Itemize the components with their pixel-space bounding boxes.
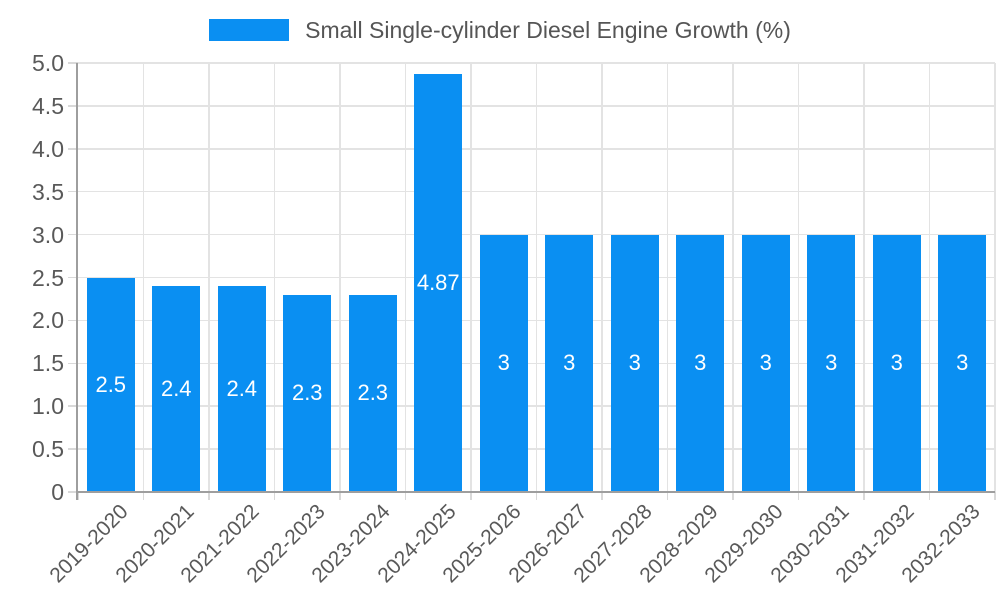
y-axis-label: 3.5 <box>32 178 64 205</box>
y-axis-label: 2.0 <box>32 307 64 334</box>
bar-value-label: 2.3 <box>291 380 323 406</box>
y-axis-label: 1.0 <box>32 393 64 420</box>
bar-value-label: 2.3 <box>357 380 389 406</box>
bar[interactable]: 4.87 <box>414 74 463 492</box>
x-gridline <box>339 63 341 492</box>
y-tick <box>68 105 78 107</box>
x-axis-line <box>76 491 995 493</box>
x-tick <box>77 492 79 500</box>
bar-value-label: 3 <box>956 350 969 376</box>
x-gridline <box>273 63 276 492</box>
chart-legend[interactable]: Small Single-cylinder Diesel Engine Grow… <box>0 16 1000 44</box>
y-tick <box>68 491 78 493</box>
x-tick <box>666 492 669 500</box>
y-axis-line <box>76 63 78 500</box>
bar[interactable]: 2.3 <box>283 294 332 492</box>
x-gridline <box>797 63 800 492</box>
x-tick <box>535 492 538 500</box>
y-tick <box>68 405 78 407</box>
y-tick <box>68 276 78 279</box>
x-gridline <box>994 63 996 492</box>
y-axis-label: 0 <box>51 479 64 505</box>
y-axis-label: 2.5 <box>32 264 64 291</box>
x-tick <box>863 492 865 500</box>
y-axis-label: 5.0 <box>32 50 64 76</box>
bar-value-label: 3 <box>497 350 510 376</box>
y-tick <box>68 148 78 150</box>
y-tick <box>68 448 78 450</box>
bar[interactable]: 2.4 <box>152 286 201 492</box>
bar[interactable]: 3 <box>545 234 594 492</box>
y-axis-label: 3.0 <box>32 221 64 248</box>
x-gridline <box>404 63 407 492</box>
y-tick <box>68 62 78 64</box>
x-gridline <box>208 63 210 492</box>
bar[interactable]: 3 <box>807 234 856 492</box>
x-tick <box>339 492 341 500</box>
x-tick <box>732 492 734 500</box>
bar[interactable]: 3 <box>872 234 921 492</box>
bar[interactable]: 2.4 <box>217 286 266 492</box>
y-axis-label: 4.0 <box>32 135 64 162</box>
bar[interactable]: 3 <box>479 234 528 492</box>
x-gridline <box>666 63 669 492</box>
y-axis-label: 0.5 <box>32 436 64 463</box>
bar-value-label: 4.87 <box>416 270 460 296</box>
bar-value-label: 2.4 <box>160 376 192 402</box>
chart-title: Small Single-cylinder Diesel Engine Grow… <box>305 17 791 43</box>
x-tick <box>601 492 603 500</box>
bar[interactable]: 3 <box>676 234 725 492</box>
x-tick <box>470 492 472 500</box>
x-gridline <box>535 63 538 492</box>
y-tick <box>68 319 78 322</box>
x-tick <box>273 492 276 500</box>
bar-value-label: 3 <box>825 350 838 376</box>
x-tick <box>142 492 145 500</box>
bar[interactable]: 2.3 <box>348 294 397 492</box>
bar-value-label: 3 <box>890 350 903 376</box>
x-gridline <box>601 63 603 492</box>
x-gridline <box>470 63 472 492</box>
bar[interactable]: 3 <box>741 234 790 492</box>
bar-value-label: 3 <box>759 350 772 376</box>
bar-value-label: 3 <box>563 350 576 376</box>
y-tick <box>68 362 78 365</box>
y-tick <box>68 190 78 193</box>
bar[interactable]: 3 <box>938 234 987 492</box>
bar-value-label: 2.4 <box>226 376 258 402</box>
y-tick <box>68 233 78 236</box>
legend-swatch <box>209 19 290 41</box>
x-gridline <box>142 63 145 492</box>
x-tick <box>994 492 996 500</box>
x-tick <box>928 492 931 500</box>
bar[interactable]: 2.5 <box>86 277 135 492</box>
x-gridline <box>732 63 734 492</box>
x-tick <box>797 492 800 500</box>
bar-value-label: 2.5 <box>95 371 127 397</box>
x-tick <box>208 492 210 500</box>
bar-value-label: 3 <box>628 350 641 376</box>
y-axis-label: 1.5 <box>32 350 64 377</box>
x-gridline <box>863 63 865 492</box>
bar[interactable]: 3 <box>610 234 659 492</box>
x-tick <box>404 492 407 500</box>
x-gridline <box>928 63 931 492</box>
y-axis-label: 4.5 <box>32 92 64 119</box>
bar-value-label: 3 <box>694 350 707 376</box>
